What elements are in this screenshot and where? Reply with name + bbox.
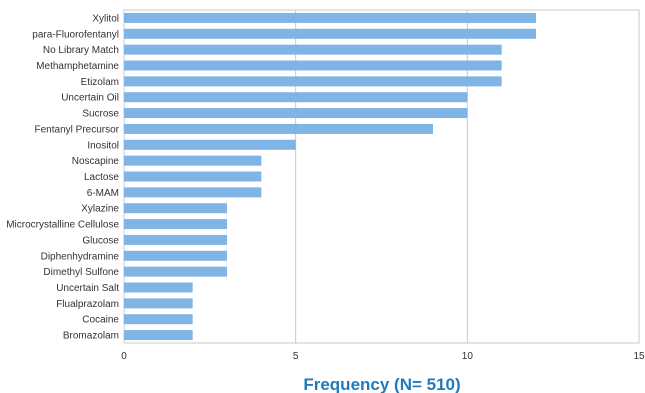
bar bbox=[124, 203, 227, 214]
x-axis-label: Frequency (N= 510) bbox=[303, 375, 460, 393]
category-label: Dimethyl Sulfone bbox=[43, 267, 119, 278]
bar bbox=[124, 266, 227, 277]
bar bbox=[124, 155, 262, 166]
category-label: Sucrose bbox=[82, 109, 119, 120]
bar bbox=[124, 171, 262, 182]
x-tick-label: 5 bbox=[293, 351, 299, 362]
bar bbox=[124, 314, 193, 325]
category-label: Xylazine bbox=[81, 204, 119, 215]
bar bbox=[124, 76, 502, 87]
bar bbox=[124, 123, 433, 134]
bar bbox=[124, 44, 502, 55]
category-label: Methamphetamine bbox=[36, 61, 119, 72]
bar bbox=[124, 282, 193, 293]
category-label: Uncertain Oil bbox=[61, 93, 119, 104]
x-tick-label: 10 bbox=[462, 351, 474, 362]
bar bbox=[124, 28, 536, 39]
bar bbox=[124, 60, 502, 71]
category-label: Noscapine bbox=[72, 156, 120, 167]
category-label: Diphenhydramine bbox=[41, 251, 120, 262]
bar bbox=[124, 187, 262, 198]
category-label: Flualprazolam bbox=[56, 299, 119, 310]
bar bbox=[124, 330, 193, 341]
bar bbox=[124, 139, 296, 150]
x-tick-labels: 0 5 10 15 bbox=[121, 351, 645, 362]
category-label: No Library Match bbox=[43, 45, 119, 56]
bar bbox=[124, 108, 468, 119]
bars bbox=[124, 12, 536, 341]
category-label: Xylitol bbox=[92, 13, 119, 24]
category-label: Inositol bbox=[87, 140, 119, 151]
category-label: para-Fluorofentanyl bbox=[32, 29, 119, 40]
bar bbox=[124, 298, 193, 309]
bar bbox=[124, 250, 227, 261]
bar bbox=[124, 234, 227, 245]
bar bbox=[124, 12, 536, 23]
category-label: Bromazolam bbox=[63, 331, 119, 342]
category-label: 6-MAM bbox=[87, 188, 119, 199]
category-label: Glucose bbox=[82, 235, 119, 246]
x-tick-label: 15 bbox=[633, 351, 645, 362]
category-labels: Xylitol para-Fluorofentanyl No Library Mat… bbox=[6, 13, 119, 341]
x-tick-label: 0 bbox=[121, 351, 127, 362]
category-label: Fentanyl Precursor bbox=[35, 124, 120, 135]
bar bbox=[124, 219, 227, 230]
category-label: Cocaine bbox=[82, 315, 119, 326]
category-label: Microcrystalline Cellulose bbox=[6, 220, 119, 231]
category-label: Lactose bbox=[84, 172, 119, 183]
category-label: Etizolam bbox=[81, 77, 119, 88]
category-label: Uncertain Salt bbox=[56, 283, 119, 294]
bar bbox=[124, 92, 468, 103]
